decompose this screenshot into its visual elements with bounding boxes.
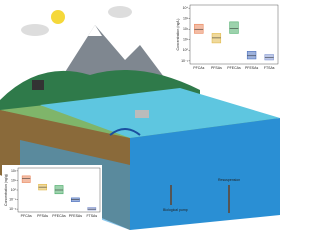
y-tick-label: 10⁰ [183,48,189,52]
x-tick-label: PFESAs [69,214,82,218]
y-tick-label: 10⁰ [11,188,17,192]
box [229,21,239,34]
x-tick-label: PFCAs [193,66,204,70]
mountain [60,25,170,85]
y-tick-label: 10⁻² [9,207,17,211]
plot-frame [189,4,279,65]
box [21,175,31,183]
cloud [108,6,132,18]
arrow [228,185,230,213]
box [211,33,222,44]
x-tick-label: PFECAs [52,214,66,218]
ocean-side [130,118,280,230]
y-tick-label: 10¹ [183,38,189,42]
x-tick-label: PFSAs [37,214,48,218]
box [264,54,274,61]
illustration: Biological pump Resuspension 10⁻¹10⁰10¹1… [0,2,280,230]
y-tick-label: 10⁴ [183,6,189,10]
x-tick-label: PFESAs [245,66,258,70]
inset-chart: 10⁻¹ 10⁰ 10¹ 10² 10³ 10⁴ Concentration (ng/L) P… [174,2,280,73]
box [54,185,64,195]
x-tick-label: PFCAs [21,214,32,218]
y-axis-label: Concentration (ng/L) [176,19,180,51]
x-tick-label: PFECAs [227,66,241,70]
y-tick-label: 10⁻¹ [9,197,17,201]
label: Resuspension [218,178,240,182]
arrow [170,185,172,205]
y-axis-label: Concentration (ng/g) [4,174,8,206]
y-tick-label: 10⁻¹ [181,59,189,63]
y-tick-label: 10² [11,169,17,173]
box [194,23,204,34]
sea-surface [40,88,280,138]
inset-background [2,165,102,221]
arrow [109,128,141,136]
y-tick-label: 10¹ [11,178,17,182]
building [135,110,149,118]
x-tick-label: FTSAs [264,66,275,70]
cloud [21,24,49,36]
label: Biological pump [163,208,188,212]
x-tick-label: PFSAs [211,66,222,70]
factory [32,80,44,90]
sun [51,10,65,24]
box [246,51,257,60]
inset-background [174,2,280,73]
y-tick-label: 10³ [183,17,189,21]
box [87,207,97,211]
y-tick-label: 10² [183,27,189,31]
x-tick-label: FTSAs [86,214,97,218]
snow-cap [88,25,102,36]
